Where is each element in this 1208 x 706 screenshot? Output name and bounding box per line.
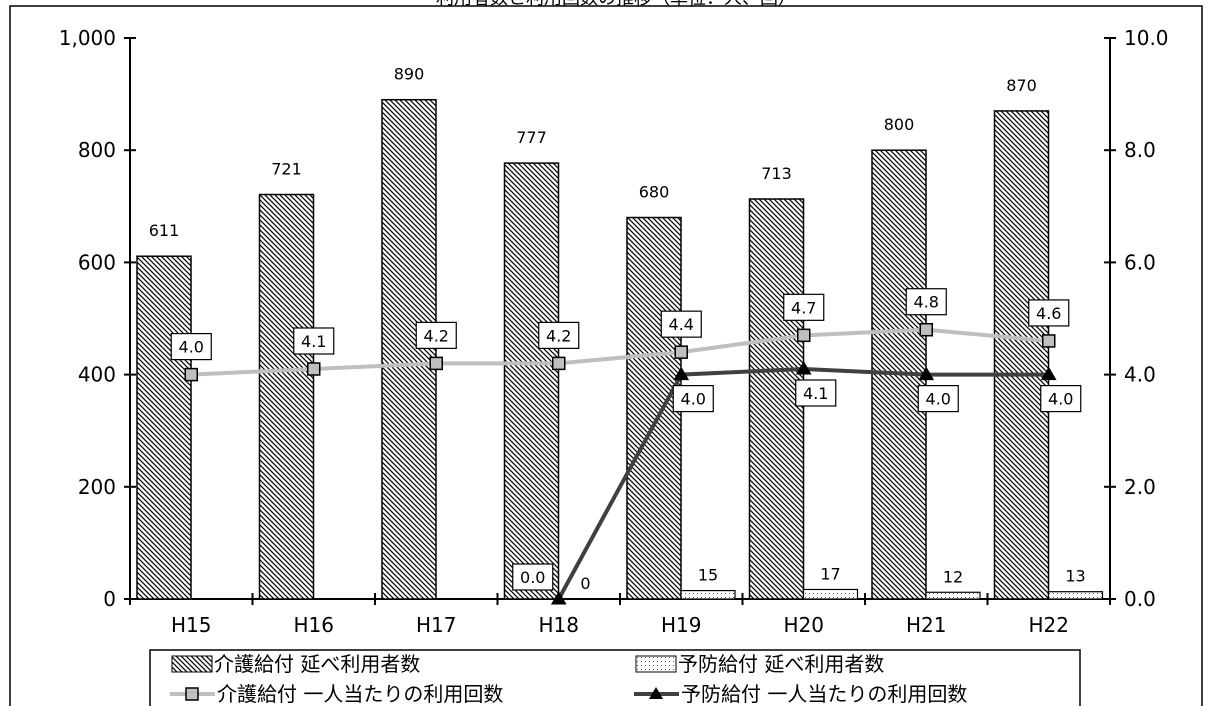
legend-box (149, 649, 1081, 706)
line-label-box (660, 310, 702, 338)
line-point (795, 360, 812, 375)
y-tick-label: 0 (103, 587, 116, 611)
bar-care-users (503, 162, 560, 600)
line-point (1042, 334, 1056, 348)
bar-care-users (748, 198, 805, 600)
bar-prevention-users (802, 588, 859, 600)
chart-title: 利用者数と利用回数の推移（単位：人、回） (436, 0, 796, 9)
line-label-box (1040, 385, 1082, 413)
data-label: 12 (943, 567, 963, 586)
line-data-label: 4.7 (791, 298, 816, 317)
data-label: 777 (516, 128, 547, 147)
bar-care-users (626, 216, 682, 600)
y2-tick-label: 6.0 (1124, 250, 1156, 274)
line-data-label: 4.1 (803, 384, 828, 403)
bar-care-users (993, 110, 1050, 600)
legend-marker (185, 687, 199, 701)
legend-label: 介護給付 一人当たりの利用回数 (217, 682, 503, 706)
line-point (550, 591, 567, 605)
data-label: 870 (1006, 76, 1037, 95)
line-data-label: 4.2 (424, 326, 449, 345)
x-tick-label: H19 (661, 613, 702, 637)
legend-swatch (171, 655, 213, 673)
x-tick-label: H15 (171, 613, 212, 637)
data-label: 17 (820, 564, 840, 583)
line-point (673, 366, 690, 381)
line-point (552, 356, 566, 371)
line-data-label: 4.2 (546, 326, 571, 345)
data-label: 611 (149, 221, 180, 240)
line-data-label: 4.0 (681, 390, 706, 409)
line-data-label: 4.6 (1036, 304, 1061, 323)
line-data-label: 4.0 (179, 338, 204, 357)
line-data-label: 4.4 (669, 315, 694, 334)
data-label: 721 (271, 160, 302, 179)
line-point (918, 366, 935, 381)
x-tick-label: H20 (784, 613, 825, 637)
line-point (919, 322, 933, 337)
bar-care-users (381, 98, 437, 600)
line-label-box (917, 385, 959, 413)
line-label-box (672, 385, 714, 413)
line-label-box (293, 327, 335, 355)
line-point (184, 367, 198, 382)
line-data-label: 4.0 (926, 390, 951, 409)
y-tick-label: 1,000 (59, 26, 116, 50)
line-point (1040, 366, 1057, 381)
line-point (797, 328, 811, 343)
data-label: 13 (1065, 567, 1085, 586)
y2-tick-label: 8.0 (1124, 138, 1156, 162)
legend-label: 介護給付 延べ利用者数 (214, 652, 420, 676)
y2-tick-label: 4.0 (1124, 363, 1156, 387)
line-data-label: 4.8 (914, 293, 939, 312)
data-label: 800 (884, 115, 915, 134)
line-data-label: 0.0 (520, 568, 545, 587)
legend-marker (649, 687, 663, 699)
x-tick-label: H22 (1029, 613, 1070, 637)
line-label-box (1028, 299, 1070, 327)
line-point (307, 362, 321, 376)
y-tick-label: 800 (78, 138, 116, 162)
bar-prevention-users (680, 589, 736, 600)
y-tick-label: 400 (78, 363, 116, 387)
line-data-label: 4.1 (301, 332, 326, 351)
bar-prevention-users (925, 591, 981, 600)
data-label: 680 (639, 183, 670, 202)
data-label: 15 (698, 566, 718, 585)
x-tick-label: H17 (416, 613, 457, 637)
legend-label: 予防給付 延べ利用者数 (678, 652, 884, 676)
line-label-box (905, 288, 947, 316)
x-tick-label: H21 (906, 613, 947, 637)
data-label: 0 (580, 574, 590, 593)
line-point (674, 345, 688, 359)
line-label-box (538, 321, 580, 349)
legend-label: 予防給付 一人当たりの利用回数 (681, 682, 967, 706)
line-label-box (795, 379, 837, 407)
legend-swatch (635, 655, 677, 673)
line-label-box (512, 563, 554, 591)
line-data-label: 4.0 (1048, 390, 1073, 409)
data-label: 890 (394, 65, 425, 84)
bar-care-users (136, 255, 192, 600)
bar-prevention-users (1047, 591, 1104, 600)
y2-tick-label: 0.0 (1124, 587, 1156, 611)
y2-tick-label: 10.0 (1124, 26, 1169, 50)
y2-tick-label: 2.0 (1124, 475, 1156, 499)
bar-care-users (258, 193, 315, 600)
series-line (191, 327, 1049, 377)
y-tick-label: 600 (78, 250, 116, 274)
line-label-box (783, 293, 825, 321)
x-tick-label: H16 (294, 613, 335, 637)
line-label-box (170, 333, 212, 361)
data-label: 713 (761, 164, 792, 183)
x-tick-label: H18 (539, 613, 580, 637)
y-tick-label: 200 (78, 475, 116, 499)
line-label-box (415, 321, 457, 349)
line-point (429, 356, 443, 371)
